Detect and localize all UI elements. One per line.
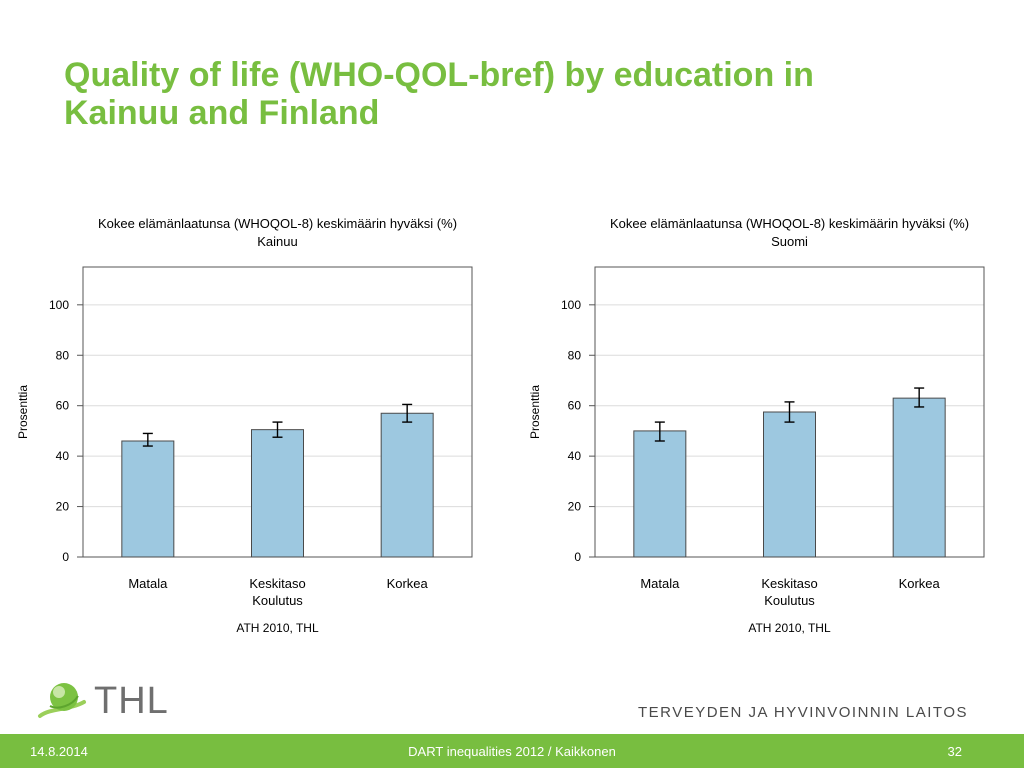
slide-title: Quality of life (WHO-QOL-bref) by educat… <box>64 56 984 132</box>
y-tick-label: 60 <box>56 399 70 413</box>
chart-title: Kokee elämänlaatunsa (WHOQOL-8) keskimää… <box>610 216 969 231</box>
y-tick-label: 40 <box>568 449 582 463</box>
footer-center-text: DART inequalities 2012 / Kaikkonen <box>408 744 616 759</box>
bar <box>892 397 946 558</box>
chart-subtitle: Suomi <box>771 234 808 249</box>
chart-kainuu: Kokee elämänlaatunsa (WHOQOL-8) keskimää… <box>16 216 473 635</box>
x-tick-label: Matala <box>640 576 680 591</box>
footer-page-number: 32 <box>947 744 962 759</box>
bar <box>633 430 687 558</box>
chart-title: Kokee elämänlaatunsa (WHOQOL-8) keskimää… <box>98 216 457 231</box>
bar <box>251 429 304 558</box>
y-tick-label: 80 <box>568 348 582 362</box>
chart-subtitle: Kainuu <box>257 234 297 249</box>
y-tick-label: 80 <box>56 348 70 362</box>
y-tick-label: 20 <box>568 500 582 514</box>
chart-source: ATH 2010, THL <box>748 621 831 635</box>
y-axis-label: Prosenttia <box>528 385 542 439</box>
bar <box>763 411 816 558</box>
institute-name: TERVEYDEN JA HYVINVOINNIN LAITOS <box>637 704 968 721</box>
leaf-logo-icon <box>38 683 86 718</box>
y-tick-label: 0 <box>574 550 581 564</box>
y-tick-label: 100 <box>49 298 69 312</box>
chart-source: ATH 2010, THL <box>236 621 319 635</box>
y-tick-label: 0 <box>62 550 69 564</box>
x-tick-label: Keskitaso <box>249 576 305 591</box>
y-tick-label: 60 <box>568 399 582 413</box>
x-axis-label: Koulutus <box>252 593 303 608</box>
x-tick-label: Korkea <box>899 576 941 591</box>
x-tick-label: Matala <box>128 576 168 591</box>
chart-suomi: Kokee elämänlaatunsa (WHOQOL-8) keskimää… <box>528 216 985 635</box>
bar <box>380 412 434 558</box>
y-tick-label: 20 <box>56 500 70 514</box>
y-tick-label: 100 <box>561 298 581 312</box>
y-tick-label: 40 <box>56 449 70 463</box>
slide-title-line-2: Kainuu and Finland <box>64 94 380 132</box>
bar <box>121 440 175 558</box>
footer-bar: 14.8.2014 DART inequalities 2012 / Kaikk… <box>0 734 1024 768</box>
footer-date: 14.8.2014 <box>30 744 88 759</box>
slide-title-line-1: Quality of life (WHO-QOL-bref) by educat… <box>64 56 814 94</box>
x-axis-label: Koulutus <box>764 593 815 608</box>
logo-text: THL <box>94 680 169 722</box>
thl-logo: THL <box>34 680 184 722</box>
x-tick-label: Korkea <box>387 576 429 591</box>
y-axis-label: Prosenttia <box>16 385 30 439</box>
x-tick-label: Keskitaso <box>761 576 817 591</box>
